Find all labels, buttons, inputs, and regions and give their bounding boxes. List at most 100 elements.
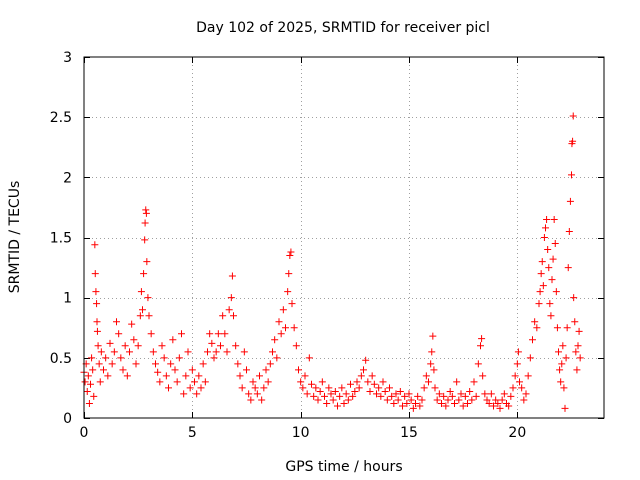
data-point [416, 402, 424, 410]
data-point [214, 330, 222, 338]
data-point [353, 378, 361, 386]
data-point [89, 366, 97, 374]
data-point [464, 400, 471, 408]
data-point [553, 324, 561, 332]
x-tick-label: 0 [80, 425, 89, 441]
data-point [479, 372, 487, 380]
data-point [453, 378, 461, 386]
data-point [455, 396, 463, 404]
data-point [262, 366, 270, 374]
data-point [223, 348, 231, 356]
data-point [576, 354, 584, 362]
data-point [287, 248, 295, 256]
data-point [446, 388, 454, 396]
data-point [555, 348, 562, 356]
data-point [108, 360, 116, 368]
data-point [180, 390, 188, 398]
data-point [536, 288, 544, 296]
data-point [195, 372, 203, 380]
data-point [193, 390, 201, 398]
plot-frame [83, 56, 605, 419]
data-points [80, 112, 584, 412]
data-point [271, 336, 279, 344]
data-point [500, 390, 508, 398]
data-point [147, 330, 155, 338]
data-point [186, 384, 194, 392]
data-point [184, 348, 192, 356]
data-point [537, 270, 545, 278]
data-point [210, 354, 218, 362]
data-point [377, 392, 385, 400]
data-point [558, 360, 566, 368]
data-point [167, 360, 175, 368]
data-point [290, 324, 298, 332]
data-point [420, 384, 428, 392]
data-point [197, 384, 205, 392]
data-point [204, 348, 211, 356]
x-tick-label: 15 [400, 425, 418, 441]
data-point [392, 390, 400, 398]
x-tick-label: 20 [508, 425, 526, 441]
data-point [91, 270, 99, 278]
data-point [232, 342, 240, 350]
data-point [569, 112, 577, 120]
data-point [325, 384, 333, 392]
data-point [362, 356, 370, 364]
data-point [560, 384, 568, 392]
data-point [568, 171, 575, 179]
data-point [331, 388, 339, 396]
data-point [234, 360, 242, 368]
data-point [564, 264, 572, 272]
grid-lines [84, 57, 604, 418]
data-point [228, 272, 236, 280]
data-point [141, 236, 149, 244]
data-point [470, 378, 478, 386]
data-point [490, 402, 497, 410]
data-point [566, 197, 574, 205]
data-point [240, 348, 248, 356]
data-point [507, 392, 515, 400]
data-point [477, 342, 484, 350]
data-point [545, 264, 553, 272]
data-point [91, 241, 99, 249]
data-point [123, 372, 131, 380]
data-point [96, 378, 104, 386]
data-point [451, 400, 458, 408]
data-point [546, 300, 554, 308]
data-point [414, 392, 422, 400]
data-point [251, 384, 259, 392]
data-point [355, 384, 363, 392]
data-point [409, 404, 417, 412]
data-point [245, 390, 253, 398]
data-point [381, 388, 389, 396]
data-point [119, 366, 127, 374]
data-point [277, 330, 285, 338]
data-point [344, 396, 352, 404]
data-point [433, 396, 441, 404]
data-point [347, 380, 354, 388]
data-point [407, 396, 415, 404]
y-axis-label: SRMTID / TECUs [7, 181, 23, 294]
data-point [142, 206, 150, 214]
axis-ticks [84, 57, 604, 419]
data-point [137, 288, 145, 296]
data-point [509, 384, 517, 392]
tick-labels: 0 5 10 15 20 0 0.5 1 1.5 2 2.5 3 [50, 50, 527, 441]
data-point [236, 372, 244, 380]
data-point [573, 366, 581, 374]
data-point [165, 384, 172, 392]
data-point [152, 360, 159, 368]
data-point [496, 404, 504, 412]
data-point [260, 384, 268, 392]
data-point [438, 400, 445, 408]
data-point [310, 392, 318, 400]
data-point [405, 390, 413, 398]
data-point [85, 400, 93, 408]
data-point [178, 330, 185, 338]
data-point [92, 288, 100, 296]
data-point [386, 384, 393, 392]
data-point [145, 312, 153, 320]
data-point [95, 360, 103, 368]
data-point [357, 372, 365, 380]
data-point [368, 372, 376, 380]
